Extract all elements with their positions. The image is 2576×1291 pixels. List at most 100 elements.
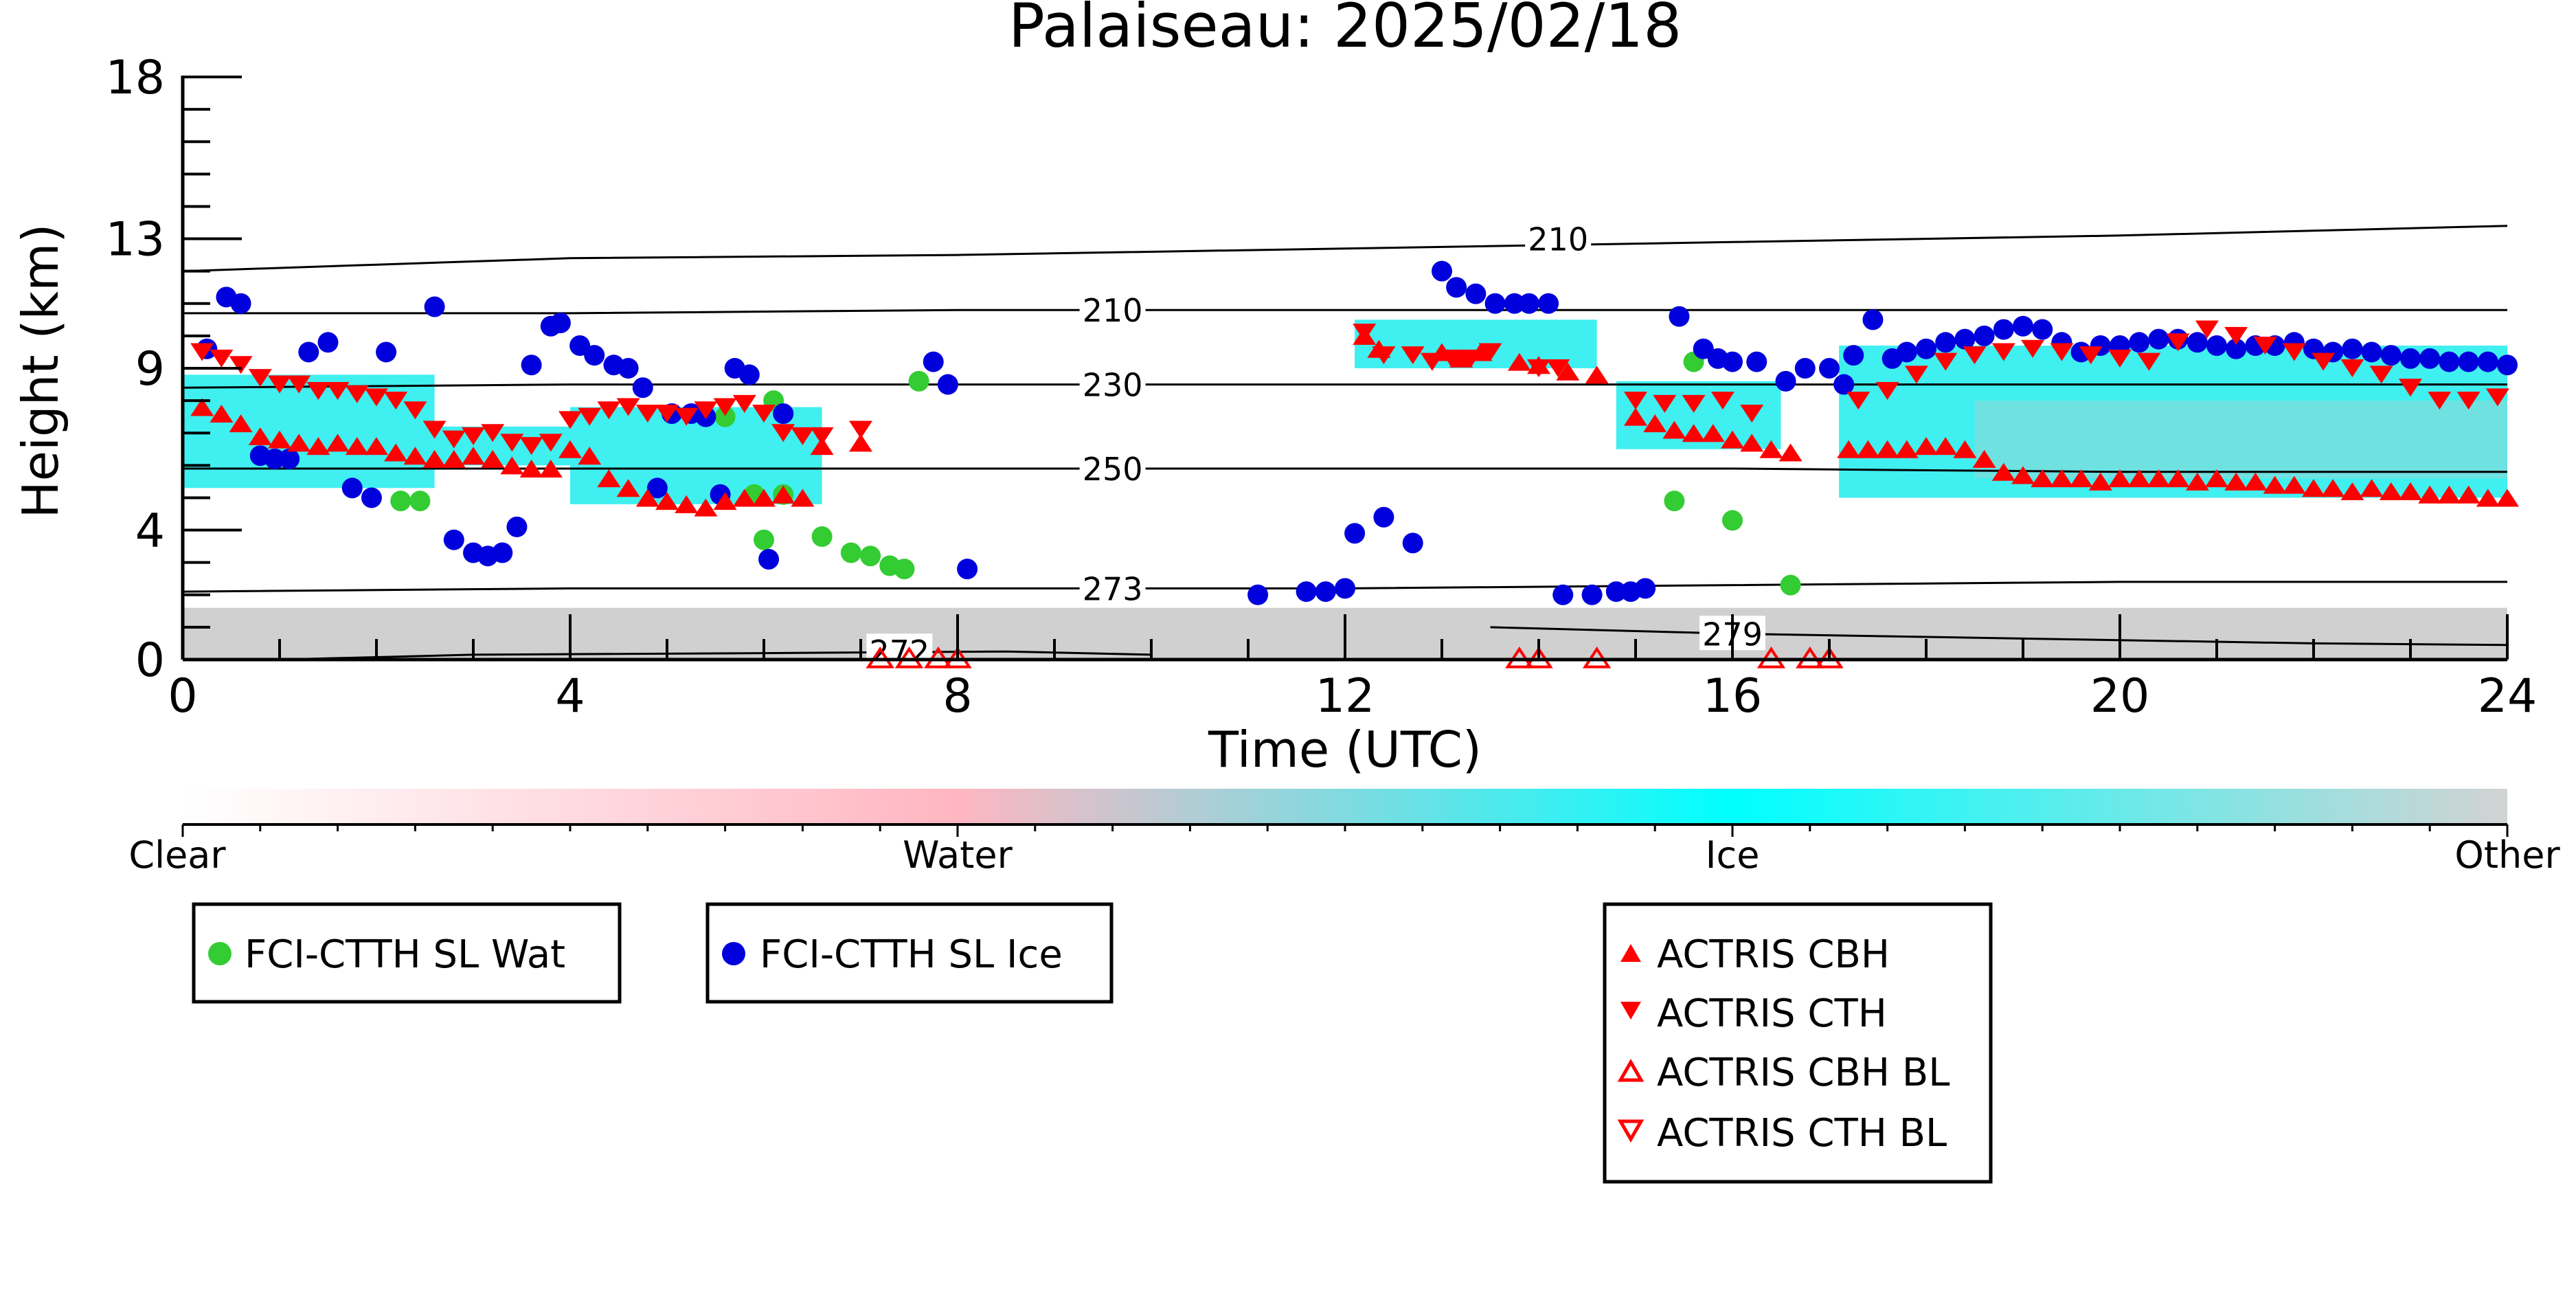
point-actris-cbh	[655, 492, 679, 510]
point-fci-ctth-sl-ice	[376, 341, 397, 363]
point-actris-cth	[694, 401, 718, 420]
point-fci-ctth-sl-ice	[1669, 306, 1690, 327]
point-actris-cbh	[1624, 407, 1647, 426]
point-actris-cbh	[1740, 434, 1764, 452]
point-fci-ctth-sl-ice	[2129, 332, 2150, 353]
point-actris-cth	[2340, 359, 2364, 377]
point-fci-ctth-sl-ice	[1538, 293, 1559, 314]
x-tick-label: 8	[942, 669, 972, 723]
point-actris-cth	[2369, 366, 2393, 384]
point-actris-cth	[229, 356, 253, 374]
point-actris-cbh	[2282, 475, 2306, 494]
point-fci-ctth-sl-ice	[1518, 293, 1539, 314]
point-actris-cbh	[1556, 362, 1580, 381]
point-fci-ctth-sl-ice	[2013, 315, 2033, 337]
series-markers	[190, 260, 2519, 669]
isotherm-label: 210	[1528, 221, 1588, 258]
point-actris-cbh	[1507, 352, 1531, 371]
point-actris-cth	[771, 424, 795, 442]
point-fci-ctth-sl-ice	[279, 448, 300, 469]
point-actris-cth	[713, 398, 737, 416]
point-fci-ctth-sl-ice	[1722, 351, 1743, 372]
point-actris-cth	[2137, 352, 2161, 371]
point-fci-ctth-sl-ice	[738, 364, 760, 385]
point-fci-ctth-sl-ice	[1819, 358, 1840, 379]
point-fci-ctth-sl-wat	[714, 406, 736, 427]
point-actris-cbh	[1972, 449, 1996, 468]
point-actris-cth	[2108, 349, 2132, 368]
x-tick-label: 16	[1703, 669, 1763, 723]
point-actris-cth	[655, 404, 679, 423]
point-actris-cbh	[1585, 366, 1609, 384]
point-fci-ctth-sl-ice	[2419, 348, 2441, 369]
point-fci-ctth-sl-ice	[569, 335, 591, 357]
point-actris-cbh	[2069, 469, 2093, 488]
point-actris-cbh	[732, 489, 756, 507]
point-fci-ctth-sl-ice	[1581, 584, 1603, 605]
point-actris-cth	[635, 404, 659, 423]
point-actris-cbh	[1914, 437, 1938, 456]
legend-box	[192, 902, 622, 1004]
point-actris-cbh	[2088, 472, 2112, 491]
y-axis-label: Height (km)	[12, 224, 69, 519]
point-fci-ctth-sl-ice	[584, 345, 605, 366]
point-actris-cbh	[1934, 437, 1958, 456]
point-actris-cth	[1991, 343, 2015, 361]
point-fci-ctth-sl-ice	[1775, 370, 1796, 392]
point-actris-cbh	[849, 434, 872, 452]
colorbar: Clear Water Ice Other	[128, 789, 2560, 877]
point-fci-ctth-sl-ice	[1974, 325, 1995, 346]
legend-box	[705, 902, 1114, 1004]
point-actris-cbh	[519, 460, 543, 478]
point-actris-cth	[1372, 346, 1396, 365]
point-actris-cbh	[2166, 469, 2190, 488]
point-actris-cbh	[268, 430, 291, 449]
isotherm-label-bg	[1079, 292, 1146, 327]
point-fci-ctth-sl-ice	[937, 374, 958, 395]
y-tick-label: 13	[105, 213, 165, 267]
x-tick-label: 20	[2090, 669, 2150, 723]
point-actris-cth	[2399, 379, 2422, 397]
point-actris-cbh	[462, 447, 485, 465]
point-fci-ctth-sl-ice	[618, 358, 639, 379]
point-actris-cbh	[1701, 424, 1725, 442]
point-actris-cth	[849, 420, 872, 439]
point-actris-cbh	[2302, 479, 2325, 497]
point-actris-cbh	[2108, 469, 2132, 488]
point-fci-ctth-sl-wat	[1664, 491, 1685, 512]
point-fci-ctth-sl-wat	[894, 559, 915, 580]
point-actris-cth	[384, 392, 408, 410]
point-fci-ctth-sl-ice	[1635, 578, 1656, 599]
y-tick-label: 4	[135, 504, 165, 559]
point-actris-cth	[1963, 346, 1987, 365]
point-actris-cth	[578, 407, 602, 426]
point-actris-cth	[326, 381, 350, 400]
point-fci-ctth-sl-ice	[1896, 341, 1917, 363]
point-actris-cth	[2312, 352, 2336, 371]
point-actris-cth	[2079, 346, 2103, 365]
point-fci-ctth-sl-ice	[341, 478, 363, 499]
point-fci-ctth-sl-ice	[1862, 309, 1884, 330]
colorbar-label-ice: Ice	[1706, 833, 1760, 877]
point-actris-cbh	[2031, 469, 2055, 488]
isotherm-line	[183, 308, 2507, 315]
point-fci-ctth-sl-ice	[2439, 351, 2460, 372]
colorbar-ticks	[181, 823, 2509, 837]
point-actris-cth	[190, 343, 214, 361]
point-actris-cth	[675, 407, 699, 426]
point-actris-cbh	[771, 485, 795, 504]
point-fci-ctth-sl-ice	[1344, 523, 1366, 544]
colorbar-gradient	[183, 789, 2507, 824]
y-tick-label: 9	[135, 342, 165, 396]
point-actris-cth	[539, 434, 563, 452]
point-actris-cth	[1653, 394, 1677, 413]
point-fci-ctth-sl-wat	[754, 529, 774, 550]
point-fci-ctth-sl-ice	[1833, 374, 1855, 395]
point-actris-cth	[1710, 392, 1735, 410]
point-actris-cth	[268, 375, 291, 394]
point-fci-ctth-sl-ice	[1504, 293, 1525, 314]
point-fci-ctth-sl-ice	[1373, 506, 1394, 528]
legend-actris: ACTRIS CBH ACTRIS CTH ACTRIS CBH BL ACTR…	[1603, 902, 1993, 1184]
point-actris-cbh	[810, 437, 834, 456]
